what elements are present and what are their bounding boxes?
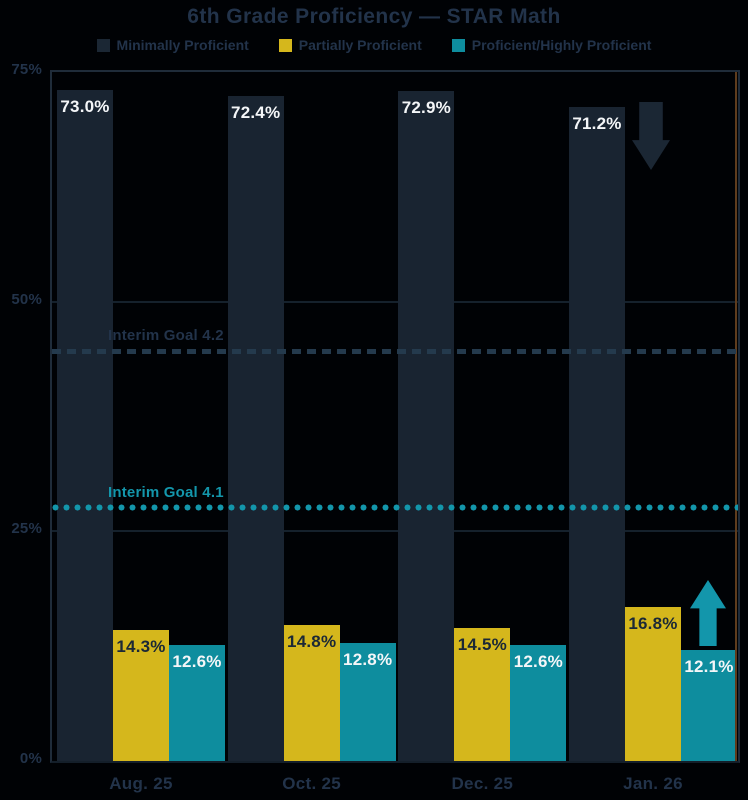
bar: 12.8% xyxy=(339,643,396,761)
x-axis-label: Oct. 25 xyxy=(282,774,342,793)
bar: 72.4% xyxy=(227,95,284,761)
bar-value-label: 72.4% xyxy=(231,102,281,122)
chart-legend: Minimally Proficient Partially Proficien… xyxy=(0,37,748,53)
legend-label: Partially Proficient xyxy=(298,37,422,53)
bar-value-label: 14.8% xyxy=(287,632,337,652)
legend-swatch-teal xyxy=(451,38,465,52)
goal-line-label: Interim Goal 4.2 xyxy=(108,327,224,345)
bar-groups: 73.0% 14.3% 12.6% Aug. 25 72.4% 14.8% 12.8% Oct… xyxy=(52,72,738,793)
bar: 73.0% xyxy=(57,90,113,761)
bar-value-label: 12.6% xyxy=(172,652,222,672)
legend-label: Proficient/Highly Proficient xyxy=(471,37,652,53)
bar-group-aug-25: 73.0% 14.3% 12.6% Aug. 25 xyxy=(57,72,225,793)
bar-group-dec-25: 72.9% 14.5% 12.6% Dec. 25 xyxy=(398,72,567,793)
bar: 72.9% xyxy=(398,91,455,761)
legend-swatch-yellow xyxy=(278,38,292,52)
legend-item-partially-proficient: Partially Proficient xyxy=(278,37,422,53)
bar-value-label: 14.5% xyxy=(457,634,507,654)
y-tick-label: 0% xyxy=(19,750,42,767)
legend-label: Minimally Proficient xyxy=(116,37,249,53)
legend-item-minimally-proficient: Minimally Proficient xyxy=(96,37,249,53)
bar-group-jan-26: 71.2% 16.8% 12.1% Jan. 26 xyxy=(568,72,737,793)
y-tick-label: 75% xyxy=(11,61,42,78)
bar-value-label: 12.8% xyxy=(343,650,393,670)
bar-value-label: 71.2% xyxy=(572,113,622,133)
legend-item-proficient-highly-proficient: Proficient/Highly Proficient xyxy=(451,37,652,53)
plot-area: 73.0% 14.3% 12.6% Aug. 25 72.4% 14.8% 12.8% Oct… xyxy=(50,70,740,793)
bar-value-label: 73.0% xyxy=(60,97,110,117)
chart-title: 6th Grade Proficiency — STAR Math xyxy=(187,5,561,28)
bar-value-label: 12.1% xyxy=(684,656,734,676)
bar: 12.6% xyxy=(169,645,225,761)
bar-value-label: 12.6% xyxy=(513,652,563,672)
gridline-25 xyxy=(52,530,738,533)
bar: 16.8% xyxy=(624,606,681,761)
goal-line-dashed xyxy=(52,349,738,355)
gridline-50 xyxy=(52,300,738,303)
x-axis-label: Aug. 25 xyxy=(109,774,173,793)
bar-value-label: 16.8% xyxy=(628,613,678,633)
x-axis-label: Jan. 26 xyxy=(623,774,683,793)
bar: 14.3% xyxy=(113,629,169,761)
bar: 14.5% xyxy=(454,627,511,761)
bar: 12.1% xyxy=(680,649,737,761)
goal-line-label: Interim Goal 4.1 xyxy=(108,484,224,502)
bar-value-label: 72.9% xyxy=(401,98,451,118)
bar: 71.2% xyxy=(568,106,625,761)
legend-swatch-navy xyxy=(96,38,110,52)
y-tick-label: 25% xyxy=(11,520,42,538)
bar: 14.8% xyxy=(283,625,340,761)
right-edge-marker-line xyxy=(735,72,737,761)
x-axis-label: Dec. 25 xyxy=(451,774,514,793)
bar-value-label: 14.3% xyxy=(116,636,166,656)
goal-line-dotted xyxy=(52,504,738,512)
y-tick-label: 50% xyxy=(11,290,42,308)
bar: 12.6% xyxy=(510,645,567,761)
bar-group-oct-25: 72.4% 14.8% 12.8% Oct. 25 xyxy=(227,72,396,793)
